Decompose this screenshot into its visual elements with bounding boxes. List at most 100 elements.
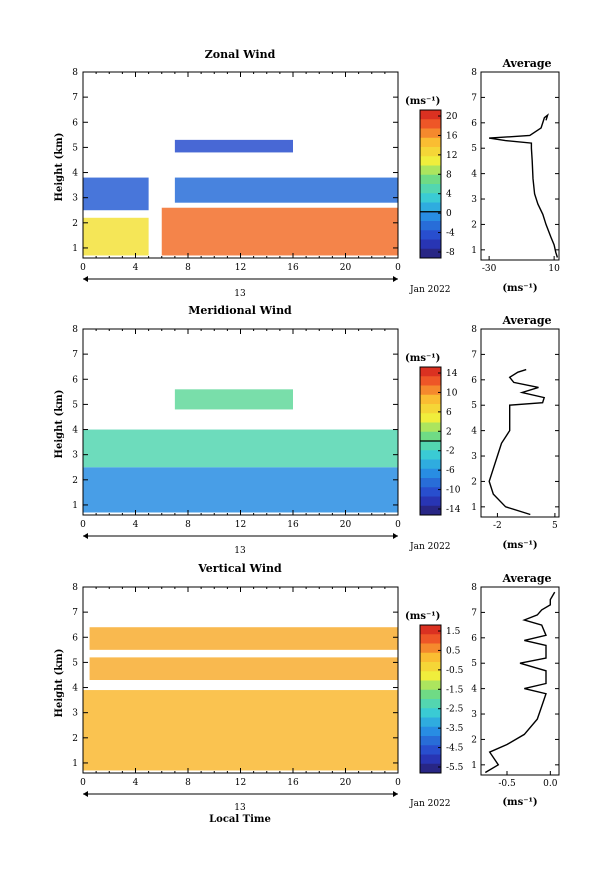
colorbar-cell [420,699,441,709]
ylabel-vertical: Height (km) [54,649,65,718]
x-tick-label: 8 [185,263,191,273]
profile-y-tick-label: 8 [471,325,477,335]
colorbar-cell [420,726,441,737]
heatmap-region-weak [89,627,398,650]
y-tick-label: 7 [72,608,78,618]
y-tick-label: 8 [72,325,78,335]
day-label-zonal: 13 [234,289,246,299]
profile-xlabel-meridional: (ms⁻¹) [502,540,537,551]
profile-title-meridional: Average [501,314,551,327]
profile-panel-1: 1 2 3 4 5 6 7 8 -2 5 [471,325,560,531]
ylabel-zonal: Height (km) [54,133,65,202]
x-tick-label: 20 [340,520,352,530]
y-tick-label: 5 [72,400,78,410]
day-axis-arrow-left [83,791,88,797]
colorbar-cell [420,413,441,423]
y-tick-label: 7 [72,350,78,360]
profile-y-tick-label: 3 [471,452,477,462]
colorbar-tick-label: 0 [446,209,452,219]
colorbar-cell [420,763,441,774]
heatmap-region-easterly [83,177,149,211]
colorbar-cell [420,671,441,681]
profile-panel-0: 1 2 3 4 5 6 7 8 -30 10 [471,68,560,274]
heatmap-region-easterly [174,139,293,153]
colorbar-tick-label: 0.5 [446,646,461,656]
day-axis-arrow-left [83,533,88,539]
profile-y-tick-label: 1 [471,503,477,513]
colorbar-cell [420,110,441,120]
profile-y-tick-label: 5 [471,659,477,669]
heatmap-region-weak [83,429,398,468]
y-tick-label: 1 [72,244,78,254]
profile-y-tick-label: 4 [471,685,477,695]
colorbar-cell [420,376,441,386]
profile-y-tick-label: 2 [471,735,477,745]
profile-x-tick-label: 0.0 [543,779,558,789]
y-tick-label: 8 [72,68,78,78]
x-tick-label: 12 [235,778,246,788]
colorbar-cell [420,441,441,451]
x-tick-label: 16 [287,778,299,788]
colorbar-cell [420,496,441,507]
colorbar-tick-label: 12 [446,151,457,161]
colorbar-tick-label: -14 [446,505,461,515]
date-label-meridional: Jan 2022 [409,542,451,552]
profile-y-tick-label: 6 [471,634,477,644]
colorbar-tick-label: -6 [446,466,455,476]
day-axis-arrow-left [83,276,88,282]
colorbar-tick-label: -0.5 [446,666,464,676]
y-tick-label: 8 [72,583,78,593]
colorbar-cell [420,239,441,250]
profile-y-tick-label: 2 [471,220,477,230]
colorbar-cell [420,634,441,644]
colorbar-cell [420,643,441,654]
colorbar-cell [420,165,441,176]
day-axis-arrow-right [393,276,398,282]
colorbar-frame [419,624,442,774]
colorbar-cell [420,147,441,157]
profile-panel-2: 1 2 3 4 5 6 7 8 -0.5 0.0 [471,583,560,789]
colorbar-cell [420,422,441,433]
heatmap-region-weak [83,690,398,771]
date-label-vertical: Jan 2022 [409,799,451,809]
profile-x-tick-label: -30 [482,264,497,274]
colorbar-tick-label: -5.5 [446,763,464,773]
x-tick-label: 0 [395,520,401,530]
x-tick-label: 0 [80,263,86,273]
colorbar-cell [420,156,441,166]
y-tick-label: 1 [72,501,78,511]
x-tick-label: 16 [287,263,299,273]
heatmap-region-northerly [83,467,398,513]
colorbar-cell [420,468,441,479]
y-tick-label: 4 [72,426,78,436]
colorbar-tick-label: 6 [446,408,452,418]
y-tick-label: 6 [72,118,78,128]
profile-title-zonal: Average [501,57,551,70]
colorbar-cell [420,478,441,488]
day-label-meridional: 13 [234,546,246,556]
date-label-zonal: Jan 2022 [409,285,451,295]
colorbar-cell [420,450,441,460]
colorbar-cell [420,202,441,213]
y-tick-label: 6 [72,375,78,385]
heatmap-region-weak [89,657,398,680]
colorbar-cell [420,662,441,672]
colorbar-tick-label: 10 [446,388,458,398]
day-axis-arrow-right [393,791,398,797]
profile-frame [480,328,560,518]
y-tick-label: 2 [72,219,78,229]
profile-x-tick-label: -0.5 [498,779,516,789]
profile-y-tick-label: 4 [471,170,477,180]
x-tick-label: 20 [340,263,352,273]
colorbar-cell [420,184,441,194]
x-tick-label: 0 [80,520,86,530]
y-tick-label: 4 [72,684,78,694]
profile-y-tick-label: 2 [471,477,477,487]
colorbar-tick-label: 16 [446,131,458,141]
profile-xlabel-zonal: (ms⁻¹) [502,283,537,294]
colorbar-cell [420,248,441,259]
colorbar-cell [420,221,441,231]
colorbar-cell [420,708,441,718]
